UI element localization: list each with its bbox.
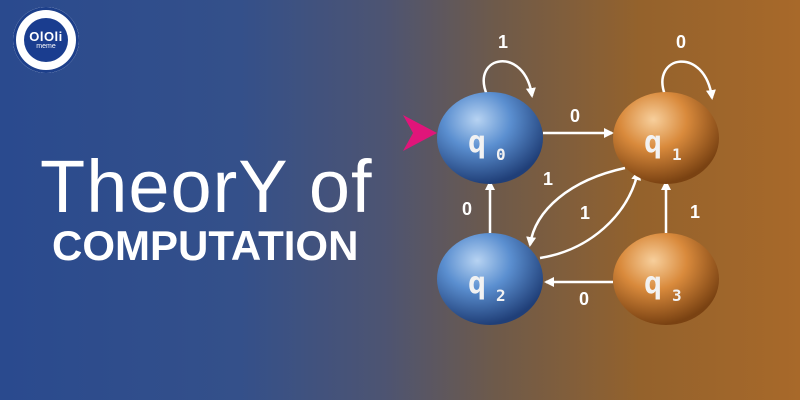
label-q3-q2: 0: [579, 289, 589, 309]
title-line-1: TheorY of: [40, 145, 373, 228]
state-q1-sub: 1: [672, 145, 682, 164]
state-q2: q 2: [437, 233, 543, 325]
state-q0: q 0: [437, 92, 543, 184]
label-q2-q0: 0: [462, 199, 472, 219]
state-q2-sub: 2: [496, 286, 506, 305]
state-q0-name: q: [468, 125, 486, 160]
edge-q0-q0: [482, 60, 536, 98]
logo-emblem: OlOli meme: [24, 18, 68, 62]
label-q3-q1: 1: [690, 202, 700, 222]
state-q3-sub: 3: [672, 286, 682, 305]
logo-mark: OlOli: [29, 28, 63, 44]
label-q0-q1: 0: [570, 106, 580, 126]
label-q0-q0: 1: [498, 32, 508, 52]
state-q1: q 1: [613, 92, 719, 184]
state-q3-name: q: [644, 266, 662, 301]
label-q2-q1: 1: [580, 203, 590, 223]
brand-logo: OlOli meme: [13, 7, 79, 73]
state-q2-name: q: [468, 266, 486, 301]
label-q1-q2: 1: [543, 169, 553, 189]
state-q0-sub: 0: [496, 145, 506, 164]
label-q1-q1: 0: [676, 32, 686, 52]
title-line-2: COMPUTATION: [52, 222, 359, 269]
logo-sub: meme: [36, 42, 56, 50]
edge-q1-q1: [661, 60, 716, 100]
edge-q2-q1: [539, 170, 642, 260]
state-q1-name: q: [644, 125, 662, 160]
edge-q1-q2: [526, 166, 626, 247]
start-arrow-icon: [403, 115, 437, 151]
state-q3: q 3: [613, 233, 719, 325]
